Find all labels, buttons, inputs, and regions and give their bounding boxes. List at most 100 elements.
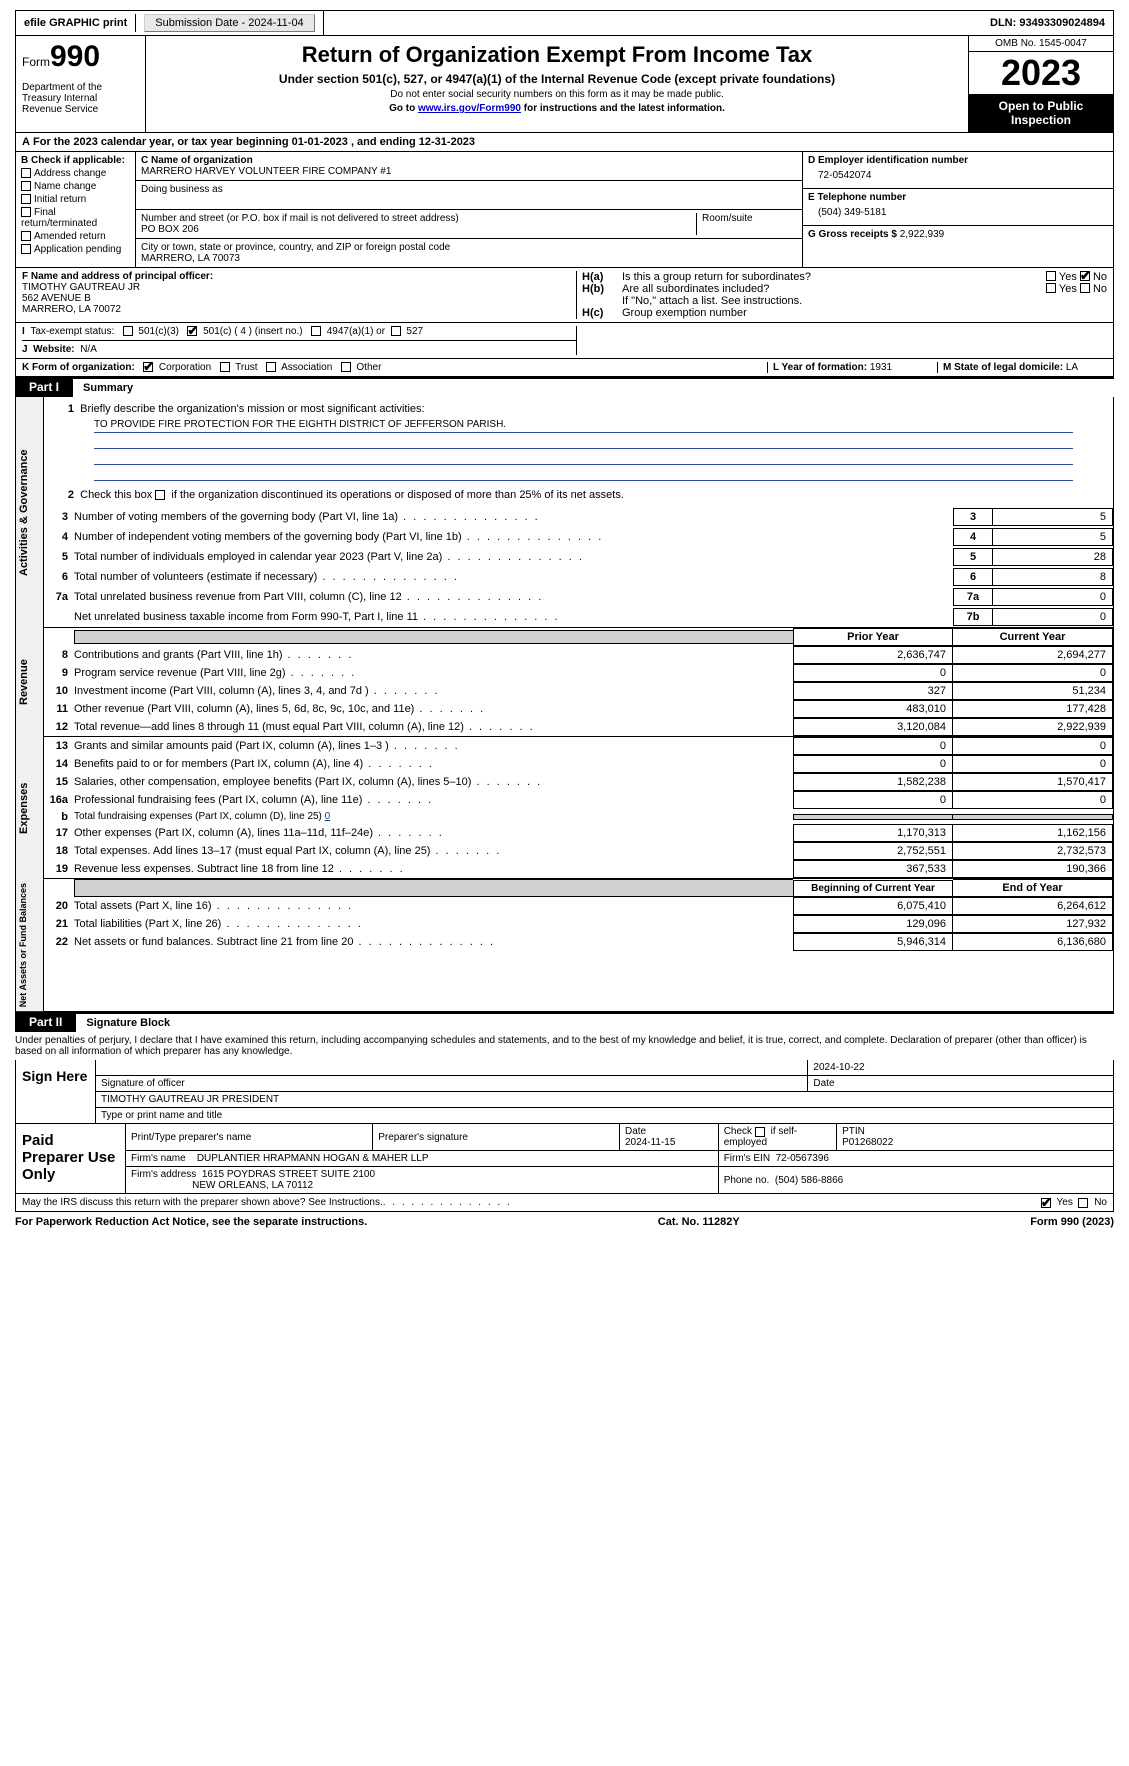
efile-label: efile GRAPHIC print — [16, 14, 136, 32]
cb-final-return[interactable]: Final return/terminated — [21, 207, 130, 229]
tax-year: 2023 — [969, 52, 1113, 94]
prior-year-value: 0 — [793, 737, 953, 755]
summary-line-label: Total unrelated business revenue from Pa… — [74, 589, 953, 605]
row-i-j: I Tax-exempt status: 501(c)(3) 501(c) ( … — [15, 323, 1114, 359]
line16b-value: 0 — [325, 811, 331, 822]
officer-addr1: 562 AVENUE B — [22, 293, 571, 304]
prior-year-value: 2,636,747 — [793, 646, 953, 664]
phone-value: (504) 349-5181 — [808, 203, 1108, 222]
goto-prefix: Go to — [389, 103, 418, 114]
summary-line-label: Professional fundraising fees (Part IX, … — [74, 794, 793, 806]
hb-label: H(b) — [582, 283, 622, 295]
summary-section: Activities & Governance 1 Briefly descri… — [15, 397, 1114, 1012]
ha-yes-cb[interactable] — [1046, 271, 1056, 281]
form-org-label: K Form of organization: — [22, 362, 135, 373]
prior-year-value: 483,010 — [793, 700, 953, 718]
sign-here-label: Sign Here — [16, 1060, 96, 1123]
room-label: Room/suite — [697, 213, 797, 235]
summary-line-value: 0 — [993, 608, 1113, 626]
firm-addr2: NEW ORLEANS, LA 70112 — [192, 1180, 313, 1191]
submission-btn[interactable]: Submission Date - 2024-11-04 — [136, 11, 323, 35]
state-label: M State of legal domicile: — [943, 362, 1063, 373]
end-year-hdr: End of Year — [953, 879, 1113, 897]
prior-year-value: 3,120,084 — [793, 718, 953, 736]
part1-title: Summary — [73, 378, 1114, 397]
phone-label: E Telephone number — [808, 192, 1108, 203]
discuss-yes-cb[interactable] — [1041, 1198, 1051, 1208]
form-header: Form990 Department of the Treasury Inter… — [15, 36, 1114, 133]
ein-label: D Employer identification number — [808, 155, 1108, 166]
summary-line-label: Total assets (Part X, line 16) — [74, 900, 793, 912]
summary-line-label: Salaries, other compensation, employee b… — [74, 776, 793, 788]
cb-amended-return[interactable]: Amended return — [21, 231, 130, 242]
cb-trust[interactable] — [220, 362, 230, 372]
row-f-h: F Name and address of principal officer:… — [15, 268, 1114, 323]
part2-header: Part II Signature Block — [15, 1012, 1114, 1032]
form-title: Return of Organization Exempt From Incom… — [152, 42, 962, 68]
cb-501c[interactable] — [187, 326, 197, 336]
cb-association[interactable] — [266, 362, 276, 372]
prior-year-value: 327 — [793, 682, 953, 700]
sig-officer-label: Signature of officer — [96, 1076, 808, 1092]
current-year-value: 0 — [953, 755, 1113, 773]
form-prefix: Form — [22, 55, 50, 69]
cat-no: Cat. No. 11282Y — [658, 1216, 740, 1228]
summary-line-num: 4 — [953, 528, 993, 546]
prep-name-hdr: Print/Type preparer's name — [126, 1124, 373, 1151]
current-year-value: 2,922,939 — [953, 718, 1113, 736]
cb-discontinued[interactable] — [155, 490, 165, 500]
summary-line-label: Contributions and grants (Part VIII, lin… — [74, 649, 793, 661]
row-k-l-m: K Form of organization: Corporation Trus… — [15, 359, 1114, 377]
hb-no-cb[interactable] — [1080, 283, 1090, 293]
current-year-value: 2,694,277 — [953, 646, 1113, 664]
discuss-text: May the IRS discuss this return with the… — [22, 1197, 383, 1208]
firm-ein: 72-0567396 — [776, 1153, 829, 1164]
summary-line-label: Revenue less expenses. Subtract line 18 … — [74, 863, 793, 875]
cb-address-change[interactable]: Address change — [21, 168, 130, 179]
line-a: A For the 2023 calendar year, or tax yea… — [15, 133, 1114, 152]
self-employed-cell: Check if self-employed — [718, 1124, 836, 1151]
summary-line-label: Number of independent voting members of … — [74, 529, 953, 545]
cb-corporation[interactable] — [143, 362, 153, 372]
current-year-value: 177,428 — [953, 700, 1113, 718]
current-year-value: 1,162,156 — [953, 824, 1113, 842]
current-year-value: 6,264,612 — [953, 897, 1113, 915]
goto-suffix: for instructions and the latest informat… — [521, 103, 725, 114]
hb-text: Are all subordinates included? — [622, 283, 1046, 295]
cb-application-pending[interactable]: Application pending — [21, 244, 130, 255]
summary-line-label: Other revenue (Part VIII, column (A), li… — [74, 703, 793, 715]
cb-other[interactable] — [341, 362, 351, 372]
summary-line-label: Net unrelated business taxable income fr… — [74, 609, 953, 625]
cb-initial-return[interactable]: Initial return — [21, 194, 130, 205]
line1-label: Briefly describe the organization's miss… — [80, 403, 424, 415]
begin-year-hdr: Beginning of Current Year — [793, 880, 953, 897]
paid-preparer-label: Paid Preparer Use Only — [16, 1124, 126, 1193]
discuss-no-cb[interactable] — [1078, 1198, 1088, 1208]
summary-line-num: 7b — [953, 608, 993, 626]
ha-no-cb[interactable] — [1080, 271, 1090, 281]
cb-527[interactable] — [391, 326, 401, 336]
year-formation-value: 1931 — [870, 362, 892, 373]
current-year-value: 0 — [953, 664, 1113, 682]
cb-self-employed[interactable] — [755, 1127, 765, 1137]
gross-value: 2,922,939 — [900, 229, 945, 240]
summary-line-num: 5 — [953, 548, 993, 566]
page-footer: For Paperwork Reduction Act Notice, see … — [15, 1212, 1114, 1232]
summary-line-value: 28 — [993, 548, 1113, 566]
summary-line-label: Grants and similar amounts paid (Part IX… — [74, 740, 793, 752]
box-b-title: B Check if applicable: — [21, 155, 130, 166]
inspection-box: Open to Public Inspection — [969, 94, 1113, 132]
hc-label: H(c) — [582, 307, 622, 319]
discuss-row: May the IRS discuss this return with the… — [15, 1194, 1114, 1212]
street-label: Number and street (or P.O. box if mail i… — [141, 213, 691, 224]
cb-4947[interactable] — [311, 326, 321, 336]
mission-text: TO PROVIDE FIRE PROTECTION FOR THE EIGHT… — [94, 419, 1073, 433]
irs-link[interactable]: www.irs.gov/Form990 — [418, 103, 521, 114]
box-b: B Check if applicable: Address change Na… — [16, 152, 136, 267]
hb-yes-cb[interactable] — [1046, 283, 1056, 293]
dln-text: DLN: 93493309024894 — [982, 14, 1113, 32]
summary-line-num: 3 — [953, 508, 993, 526]
submission-date-button[interactable]: Submission Date - 2024-11-04 — [144, 14, 314, 32]
cb-501c3[interactable] — [123, 326, 133, 336]
cb-name-change[interactable]: Name change — [21, 181, 130, 192]
